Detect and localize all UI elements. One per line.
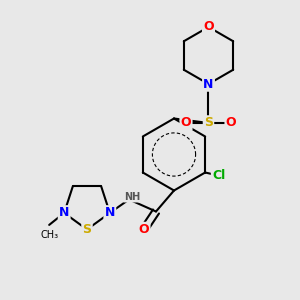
Text: O: O: [203, 20, 214, 34]
Text: NH: NH: [124, 191, 140, 202]
Text: O: O: [226, 116, 236, 130]
Text: N: N: [59, 206, 69, 219]
Text: Cl: Cl: [212, 169, 225, 182]
Text: S: S: [204, 116, 213, 130]
Text: O: O: [139, 223, 149, 236]
Text: N: N: [105, 206, 115, 219]
Text: O: O: [181, 116, 191, 130]
Text: S: S: [82, 223, 91, 236]
Text: N: N: [203, 77, 214, 91]
Text: CH₃: CH₃: [40, 230, 58, 240]
